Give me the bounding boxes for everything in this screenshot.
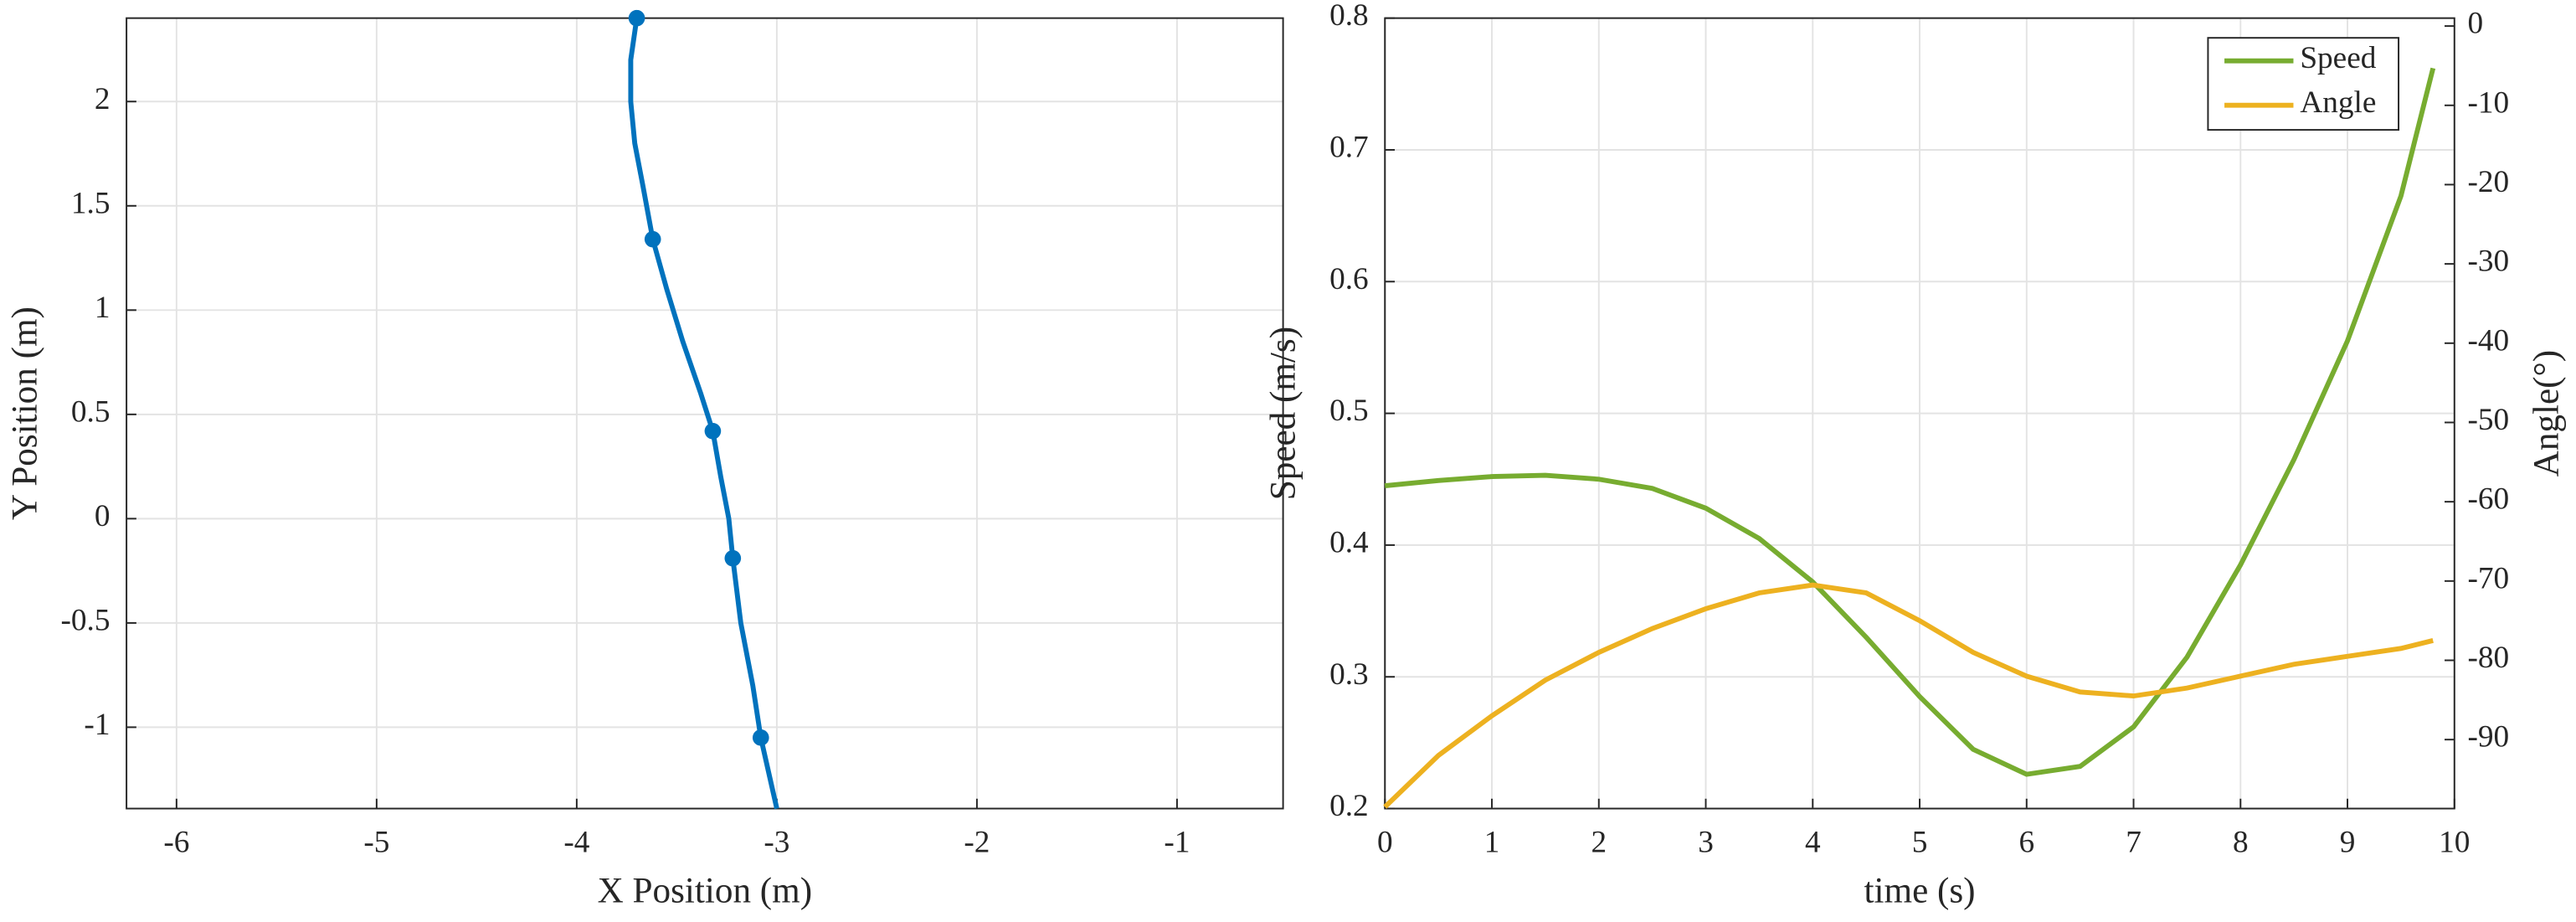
- x-tick-label: 3: [1698, 825, 1714, 859]
- x-axis-label: time (s): [1864, 871, 1976, 910]
- axes-box: [126, 17, 1284, 810]
- y-tick-label: 0.6: [1329, 262, 1369, 296]
- data-line: [628, 18, 779, 810]
- data-point: [644, 230, 661, 248]
- y2-axis-label: Angle(°): [2527, 350, 2567, 476]
- y-tick-label: 0.7: [1329, 131, 1369, 165]
- y-tick-label: 1: [95, 291, 111, 325]
- y-axis-label: Speed (m/s): [1263, 327, 1303, 500]
- x-tick-label: -6: [163, 825, 189, 859]
- y-tick-label: 2: [95, 82, 111, 116]
- y-tick-label: 0.5: [1329, 394, 1369, 428]
- y-tick-label: -1: [84, 708, 110, 742]
- x-tick-label: 6: [2018, 825, 2034, 859]
- y-tick-label: 0.2: [1329, 789, 1369, 823]
- x-tick-label: -3: [764, 825, 789, 859]
- x-axis-label: X Position (m): [598, 871, 813, 910]
- y2-tick-label: 0: [2467, 7, 2483, 41]
- y-tick-label: 0.4: [1329, 525, 1369, 559]
- y-axis-label: Y Position (m): [5, 306, 44, 520]
- x-tick-label: 5: [1912, 825, 1928, 859]
- y-tick-label: 0.5: [71, 394, 111, 429]
- y-tick-label: 0.8: [1329, 0, 1369, 33]
- x-tick-label: 1: [1484, 825, 1500, 859]
- y2-tick-label: -90: [2467, 720, 2509, 755]
- data-point: [724, 549, 742, 567]
- y-tick-label: 0: [95, 499, 111, 533]
- y2-tick-label: -30: [2467, 245, 2509, 279]
- data-point: [704, 422, 722, 440]
- legend-box: [2207, 37, 2400, 131]
- y2-tick-label: -40: [2467, 323, 2509, 358]
- axes-box: [1384, 17, 2455, 810]
- x-tick-label: 10: [2439, 825, 2470, 859]
- x-tick-label: -5: [363, 825, 389, 859]
- data-point: [752, 729, 769, 746]
- y2-tick-label: -50: [2467, 403, 2509, 437]
- legend-label: Angle: [2300, 85, 2376, 120]
- x-tick-label: -4: [563, 825, 589, 859]
- legend-label: Speed: [2300, 41, 2376, 75]
- y-tick-label: 1.5: [71, 186, 111, 220]
- y-tick-label: -0.5: [60, 603, 110, 637]
- x-tick-label: 8: [2233, 825, 2249, 859]
- x-tick-label: 0: [1377, 825, 1393, 859]
- data-point: [628, 9, 645, 27]
- x-tick-label: -1: [1164, 825, 1190, 859]
- y2-tick-label: -10: [2467, 85, 2509, 120]
- y-tick-label: 0.3: [1329, 657, 1369, 692]
- x-tick-label: -2: [964, 825, 990, 859]
- x-tick-label: 2: [1591, 825, 1607, 859]
- y2-tick-label: -60: [2467, 482, 2509, 517]
- data-line: [1384, 67, 2436, 777]
- x-tick-label: 7: [2126, 825, 2142, 859]
- x-tick-label: 9: [2340, 825, 2356, 859]
- data-line: [1383, 582, 2434, 809]
- y2-tick-label: -70: [2467, 561, 2509, 595]
- x-tick-label: 4: [1805, 825, 1821, 859]
- y2-tick-label: -80: [2467, 641, 2509, 675]
- y2-tick-label: -20: [2467, 165, 2509, 199]
